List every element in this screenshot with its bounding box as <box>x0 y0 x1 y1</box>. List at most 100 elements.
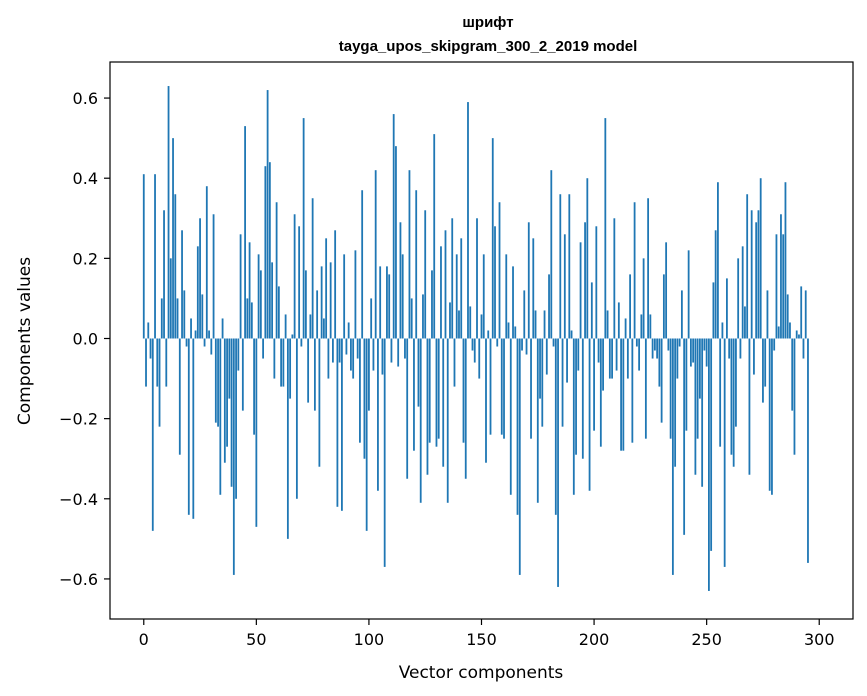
bar <box>620 338 622 451</box>
bar <box>521 338 523 351</box>
bar <box>320 266 323 339</box>
bar <box>759 178 762 339</box>
bar <box>451 218 454 339</box>
bar <box>230 338 233 487</box>
bar <box>678 338 681 347</box>
bar <box>512 266 514 339</box>
bar <box>341 338 343 511</box>
bar <box>496 338 499 347</box>
bar <box>651 338 654 359</box>
bar <box>446 338 449 503</box>
bar <box>458 310 460 339</box>
bar <box>194 330 197 339</box>
bar <box>347 322 350 339</box>
bar <box>410 298 413 339</box>
bar <box>442 338 445 467</box>
bar <box>721 322 724 339</box>
y-tick-label: 0.0 <box>73 329 98 348</box>
bar <box>735 338 737 427</box>
bar <box>689 338 692 367</box>
bar <box>753 338 755 375</box>
bar <box>154 174 156 339</box>
bar <box>762 338 764 403</box>
bar <box>487 330 490 339</box>
bar <box>653 338 656 351</box>
bar <box>476 218 478 339</box>
bar <box>145 338 147 387</box>
x-tick-label: 300 <box>804 630 835 649</box>
bar <box>214 338 217 423</box>
bar <box>232 338 235 575</box>
bar <box>266 90 269 339</box>
bar <box>514 326 517 339</box>
bar <box>766 290 769 339</box>
bar <box>431 270 433 339</box>
bar <box>246 298 249 339</box>
bar <box>757 210 760 339</box>
bar <box>755 222 758 339</box>
bar <box>570 330 573 339</box>
bar <box>397 338 400 367</box>
bar <box>286 338 289 539</box>
bar <box>203 338 206 347</box>
bar <box>473 338 476 363</box>
bar <box>581 338 584 459</box>
x-tick-label: 0 <box>139 630 149 649</box>
bar <box>584 222 586 339</box>
bar <box>674 338 677 467</box>
bar <box>782 234 785 339</box>
bar <box>489 338 492 435</box>
bar <box>345 338 348 355</box>
bar <box>190 318 192 339</box>
bar <box>187 338 190 515</box>
bar <box>539 338 541 399</box>
bar <box>201 294 204 339</box>
bar <box>714 230 717 339</box>
bar <box>572 338 575 495</box>
bar <box>804 290 807 339</box>
bar <box>185 338 188 347</box>
bar <box>613 218 616 339</box>
bar <box>624 318 627 339</box>
bar <box>802 338 805 359</box>
bar <box>381 338 384 375</box>
bar <box>541 338 544 427</box>
bar <box>284 314 287 339</box>
bar <box>401 254 404 339</box>
bar <box>318 338 321 467</box>
bar <box>683 338 686 535</box>
bar <box>642 258 645 339</box>
bar <box>791 338 794 411</box>
bar <box>365 338 368 531</box>
bar <box>226 338 228 447</box>
bar <box>388 274 391 339</box>
bar <box>590 282 593 339</box>
bar <box>183 290 186 339</box>
bar <box>325 238 328 339</box>
bar <box>523 290 526 339</box>
bar <box>647 198 650 339</box>
bar <box>789 322 791 339</box>
bar <box>566 338 568 383</box>
bar <box>667 338 670 351</box>
bar <box>680 290 683 339</box>
bar <box>563 234 566 339</box>
bar <box>379 266 382 339</box>
bar <box>500 338 503 435</box>
chart-subtitle: tayga_upos_skipgram_300_2_2019 model <box>339 38 638 55</box>
bar <box>208 330 210 339</box>
bar <box>640 314 643 339</box>
bar <box>536 338 539 503</box>
bar <box>545 338 548 375</box>
bar <box>575 338 577 455</box>
bar <box>336 338 339 507</box>
bar <box>149 338 152 359</box>
bar <box>748 338 751 475</box>
bar <box>696 338 699 439</box>
y-tick-label: −0.6 <box>59 570 98 589</box>
bar <box>649 314 652 339</box>
bar <box>239 234 242 339</box>
bar <box>277 286 280 339</box>
bar <box>354 250 357 339</box>
